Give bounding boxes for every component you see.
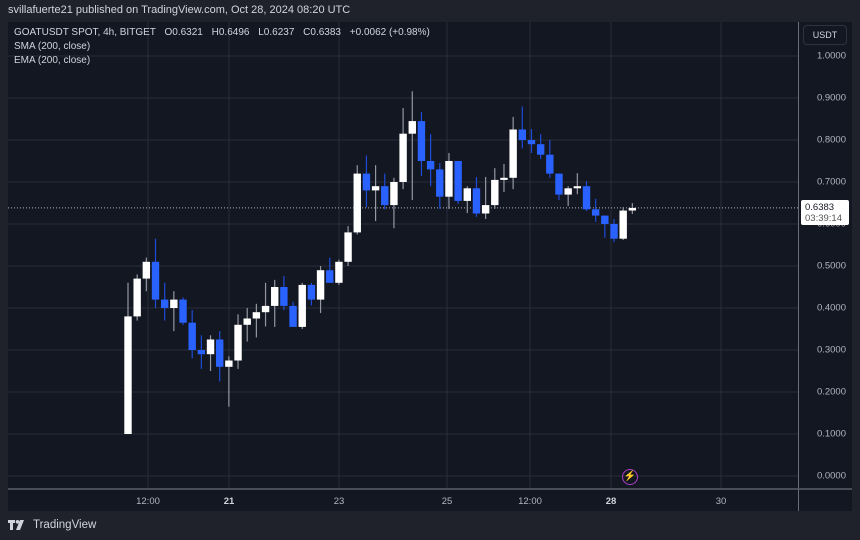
candle: [601, 215, 609, 238]
price-tick-label: 1.0000: [816, 50, 846, 62]
candle: [371, 165, 380, 222]
candle: [436, 163, 444, 209]
indicator-sma[interactable]: SMA (200, close): [14, 41, 91, 52]
candle: [527, 129, 536, 154]
candle: [500, 163, 508, 193]
candle: [142, 257, 151, 292]
candle: [491, 168, 499, 209]
candle: [573, 173, 582, 195]
close-value: C0.6383: [303, 27, 341, 38]
candle: [454, 161, 462, 204]
published-line: svillafuerte21 published on TradingView.…: [8, 4, 351, 16]
low-value: L0.6237: [258, 27, 295, 38]
candle: [188, 310, 196, 359]
change-value: +0.0062 (+0.98%): [349, 27, 430, 38]
time-tick-label: 21: [223, 496, 235, 507]
candle: [170, 291, 178, 332]
candle: [307, 282, 316, 306]
candle: [628, 203, 637, 215]
candle: [399, 108, 407, 190]
time-tick-label: 12:00: [518, 496, 542, 507]
tradingview-logo-icon: [8, 520, 24, 530]
candle: [289, 301, 297, 327]
price-axis[interactable]: USDT 1.00000.90000.80000.70000.60000.500…: [798, 22, 852, 488]
candle: [610, 218, 618, 243]
candle: [362, 155, 371, 208]
candle: [179, 297, 187, 325]
candle: [234, 314, 242, 369]
candle: [417, 111, 426, 177]
price-tick-label: 0.5000: [816, 260, 846, 272]
candle: [426, 134, 435, 187]
candle: [390, 177, 398, 229]
open-value: O0.6321: [164, 27, 203, 38]
candle: [280, 276, 288, 311]
currency-button[interactable]: USDT: [803, 25, 847, 45]
time-tick-label: 25: [441, 496, 453, 507]
candle: [536, 134, 545, 159]
candle: [206, 335, 215, 371]
ohlc-row: GOATUSDT SPOT, 4h, BITGET O0.6321 H0.649…: [14, 26, 430, 40]
time-tick-label: 30: [715, 496, 727, 507]
bar-countdown: 03:39:14: [805, 213, 842, 224]
candle: [353, 165, 361, 235]
chart-plot-area[interactable]: GOATUSDT SPOT, 4h, BITGET O0.6321 H0.649…: [8, 22, 798, 488]
candle: [316, 266, 325, 314]
symbol-label[interactable]: GOATUSDT SPOT, 4h, BITGET: [14, 27, 156, 38]
price-tick-label: 0.7000: [816, 176, 846, 188]
axis-corner: [798, 488, 852, 511]
candle: [243, 308, 251, 342]
last-price-value: 0.6383: [805, 202, 835, 213]
candle: [555, 173, 563, 201]
candle: [298, 282, 306, 329]
chart-legend: GOATUSDT SPOT, 4h, BITGET O0.6321 H0.649…: [14, 26, 430, 68]
candle: [133, 274, 141, 321]
candle: [408, 91, 416, 201]
price-tick-label: 0.4000: [816, 302, 846, 314]
candle: [509, 116, 517, 190]
candle: [591, 198, 600, 222]
candle: [546, 140, 554, 178]
price-tick-label: 0.2000: [816, 386, 846, 398]
candle: [160, 282, 169, 321]
time-tick-label: 12:00: [136, 496, 160, 507]
candle: [472, 176, 481, 217]
candle: [381, 173, 389, 210]
candle: [344, 226, 352, 266]
chart-frame: GOATUSDT SPOT, 4h, BITGET O0.6321 H0.649…: [8, 22, 852, 511]
price-tick-label: 0.9000: [816, 92, 846, 104]
last-price-tag: 0.6383 03:39:14: [801, 200, 849, 225]
time-axis[interactable]: 12:00 21 23 25 12:00 28 30: [8, 488, 798, 511]
candle: [335, 259, 343, 285]
candle: [564, 186, 572, 206]
price-tick-label: 0.1000: [816, 428, 846, 440]
price-tick-label: 0.8000: [816, 134, 846, 146]
candle: [481, 176, 490, 219]
price-tick-label: 0.3000: [816, 344, 846, 356]
high-value: H0.6496: [211, 27, 250, 38]
candle: [216, 331, 224, 382]
time-tick-label: 28: [605, 496, 617, 507]
candle: [326, 257, 334, 283]
candle: [225, 356, 233, 407]
candle: [582, 181, 591, 211]
candlestick-chart: [8, 22, 798, 488]
tradingview-logo[interactable]: TradingView: [8, 519, 96, 531]
candle: [151, 238, 160, 308]
candle: [445, 153, 453, 209]
price-tick-label: 0.0000: [816, 470, 846, 482]
candle: [124, 282, 132, 434]
candle: [252, 303, 261, 338]
indicator-ema[interactable]: EMA (200, close): [14, 55, 91, 66]
candle: [197, 335, 206, 369]
candle: [463, 186, 471, 214]
time-tick-label: 23: [333, 496, 345, 507]
candle: [261, 282, 270, 327]
candle: [619, 207, 627, 240]
candle: [271, 279, 279, 327]
brand-name: TradingView: [33, 519, 97, 531]
lightning-event-icon[interactable]: ⚡: [622, 469, 638, 485]
candle: [518, 106, 527, 149]
